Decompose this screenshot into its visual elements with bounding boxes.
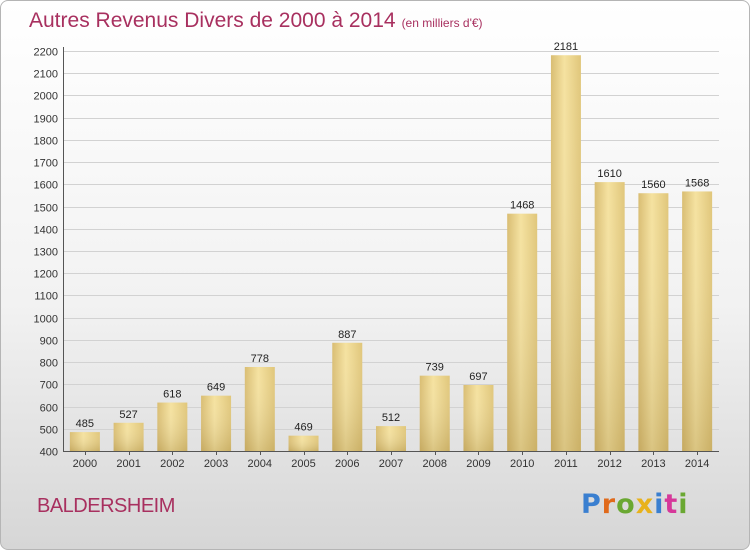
value-label-2005: 469 <box>294 422 312 434</box>
logo-letter: r <box>601 489 617 520</box>
logo-letter: t <box>664 489 679 520</box>
chart-title: Autres Revenus Divers de 2000 à 2014 <box>29 9 396 32</box>
value-label-2010: 1468 <box>510 200 534 212</box>
proxiti-logo[interactable]: Proxiti <box>581 489 689 520</box>
x-tick-label-2006: 2006 <box>335 458 359 470</box>
x-tick-label-2004: 2004 <box>248 458 272 470</box>
axes: 400 500 600 700 800 900 1000 1100 1200 1300 1400 15… <box>34 47 719 470</box>
bar-shade <box>638 193 669 451</box>
value-label-2004: 778 <box>251 353 269 365</box>
y-tick-label: 2200 <box>34 47 58 59</box>
value-label-2013: 1560 <box>641 179 665 191</box>
bar-shade <box>376 426 406 451</box>
bar-shade <box>113 422 144 451</box>
x-tick-label-2013: 2013 <box>641 458 665 470</box>
bars: 485 527 618 649 778 469 887 512 739 697 1468 2181 16… <box>69 41 713 451</box>
y-tick-label: 1700 <box>34 158 58 170</box>
y-tick-label: 400 <box>40 447 58 459</box>
commune-name: BALDERSHEIM <box>37 495 175 517</box>
logo-letter: P <box>581 489 602 520</box>
bar-shade <box>419 375 450 451</box>
bar-shade <box>244 367 275 451</box>
logo-letter: x <box>635 489 655 520</box>
y-tick-label: 1000 <box>34 314 58 326</box>
value-label-2011: 2181 <box>554 41 578 53</box>
x-tick-label-2011: 2011 <box>554 458 578 470</box>
y-tick-label: 600 <box>40 403 58 415</box>
y-tick-label: 1500 <box>34 203 58 215</box>
logo-letter: o <box>616 489 636 520</box>
x-tick-label-2003: 2003 <box>204 458 228 470</box>
value-label-2009: 697 <box>469 371 487 383</box>
value-label-2014: 1568 <box>685 177 709 189</box>
value-label-2003: 649 <box>207 382 225 394</box>
x-tick-label-2014: 2014 <box>685 458 709 470</box>
value-label-2001: 527 <box>119 409 137 421</box>
bar-shade <box>463 385 494 451</box>
value-label-2006: 887 <box>338 329 356 341</box>
bar-shade <box>201 395 232 451</box>
y-tick-label: 1800 <box>34 136 58 148</box>
x-tick-label-2012: 2012 <box>597 458 621 470</box>
y-tick-label: 1100 <box>34 291 58 303</box>
bar-shade <box>157 402 188 451</box>
y-tick-label: 500 <box>40 425 58 437</box>
y-tick-label: 1400 <box>34 225 58 237</box>
y-tick-label: 2100 <box>34 69 58 81</box>
x-tick-label-2009: 2009 <box>466 458 490 470</box>
value-label-2000: 485 <box>76 418 94 430</box>
value-label-2008: 739 <box>426 362 444 374</box>
y-tick-label: 2000 <box>34 91 58 103</box>
y-tick-label: 1900 <box>34 114 58 126</box>
y-tick-label: 1300 <box>34 247 58 259</box>
y-tick-label: 900 <box>40 336 58 348</box>
x-tick-label-2001: 2001 <box>116 458 140 470</box>
x-tick-label-2002: 2002 <box>160 458 184 470</box>
bar-shade <box>332 342 363 451</box>
bar-shade <box>288 435 319 451</box>
bar-shade <box>550 55 581 451</box>
x-tick-label-2005: 2005 <box>291 458 315 470</box>
y-tick-label: 800 <box>40 358 58 370</box>
bar-shade <box>594 182 625 451</box>
bar-shade <box>69 432 100 451</box>
x-tick-label-2000: 2000 <box>73 458 97 470</box>
x-tick-label-2007: 2007 <box>379 458 403 470</box>
value-label-2007: 512 <box>382 412 400 424</box>
x-tick-label-2008: 2008 <box>422 458 446 470</box>
y-tick-label: 700 <box>40 380 58 392</box>
x-tick-label-2010: 2010 <box>510 458 534 470</box>
y-tick-label: 1200 <box>34 269 58 281</box>
y-tick-label: 1600 <box>34 180 58 192</box>
title-line: Autres Revenus Divers de 2000 à 2014 (en … <box>29 9 483 33</box>
value-label-2012: 1610 <box>597 168 621 180</box>
logo-letter: i <box>654 489 665 520</box>
bar-shade <box>507 213 538 451</box>
bar-shade <box>682 191 713 451</box>
logo-letter: i <box>678 489 689 520</box>
value-label-2002: 618 <box>163 389 181 401</box>
chart-subtitle: (en milliers d'€) <box>401 16 483 30</box>
